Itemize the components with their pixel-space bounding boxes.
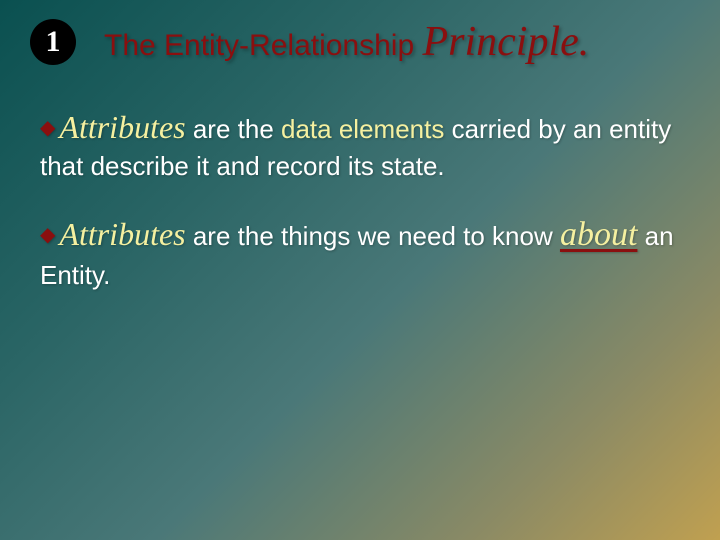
diamond-bullet-icon: ◆	[40, 222, 55, 249]
bullet-text: are the things we need to know	[186, 221, 560, 251]
slide-title: The Entity-Relationship Principle.	[104, 18, 589, 66]
bullet-item: ◆Attributes are the data elements carrie…	[40, 106, 680, 184]
slide-content: ◆Attributes are the data elements carrie…	[0, 76, 720, 293]
bullet-lead-word: Attributes	[59, 109, 185, 145]
title-text-part1: The Entity-Relationship	[104, 29, 423, 62]
slide-header: 1 The Entity-Relationship Principle.	[0, 0, 720, 76]
highlight-text: data elements	[281, 114, 444, 144]
about-underline-word: about	[560, 216, 637, 253]
bullet-item: ◆Attributes are the things we need to kn…	[40, 212, 680, 293]
bullet-text: are the	[186, 114, 281, 144]
title-text-part2: Principle.	[423, 19, 590, 65]
slide-number-badge: 1	[30, 19, 76, 65]
bullet-lead-word: Attributes	[59, 216, 185, 252]
diamond-bullet-icon: ◆	[40, 115, 55, 142]
